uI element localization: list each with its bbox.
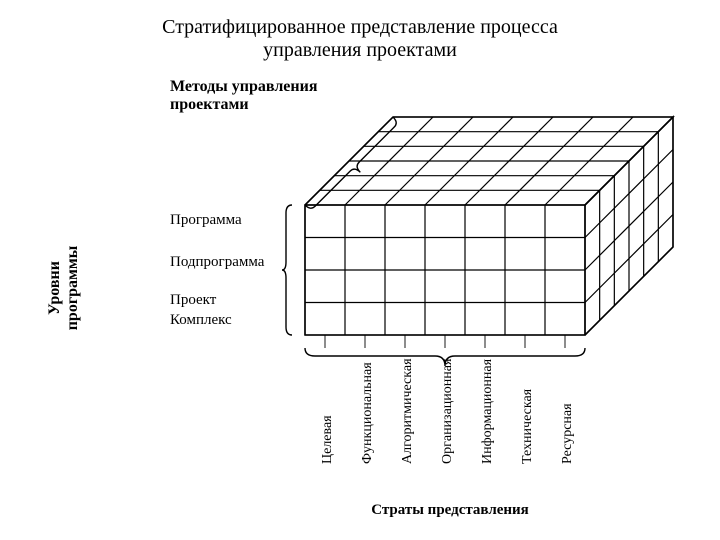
column-label: Алгоритмическая	[400, 358, 416, 464]
title-line2: управления проектами	[263, 39, 457, 61]
methods-line1: Методы управления	[170, 78, 317, 95]
column-label: Функциональная	[360, 362, 376, 464]
column-label: Целевая	[320, 415, 336, 464]
diagram-title: Стратифицированное представление процесс…	[0, 16, 720, 62]
title-line1: Стратифицированное представление процесс…	[162, 16, 558, 38]
column-label: Организационная	[440, 359, 456, 464]
column-label: Техническая	[520, 389, 536, 464]
methods-label: Методы управления проектами	[170, 78, 317, 115]
column-label: Ресурсная	[560, 403, 576, 464]
methods-line2: проектами	[170, 96, 249, 113]
row-label: Проект	[170, 292, 216, 309]
row-label: Комплекс	[170, 312, 232, 329]
left-axis-label: Уровни программы	[46, 218, 82, 358]
row-label: Подпрограмма	[170, 254, 264, 271]
column-label: Информационная	[480, 359, 496, 464]
bottom-axis-label: Страты представления	[320, 502, 580, 519]
row-label: Программа	[170, 212, 242, 229]
